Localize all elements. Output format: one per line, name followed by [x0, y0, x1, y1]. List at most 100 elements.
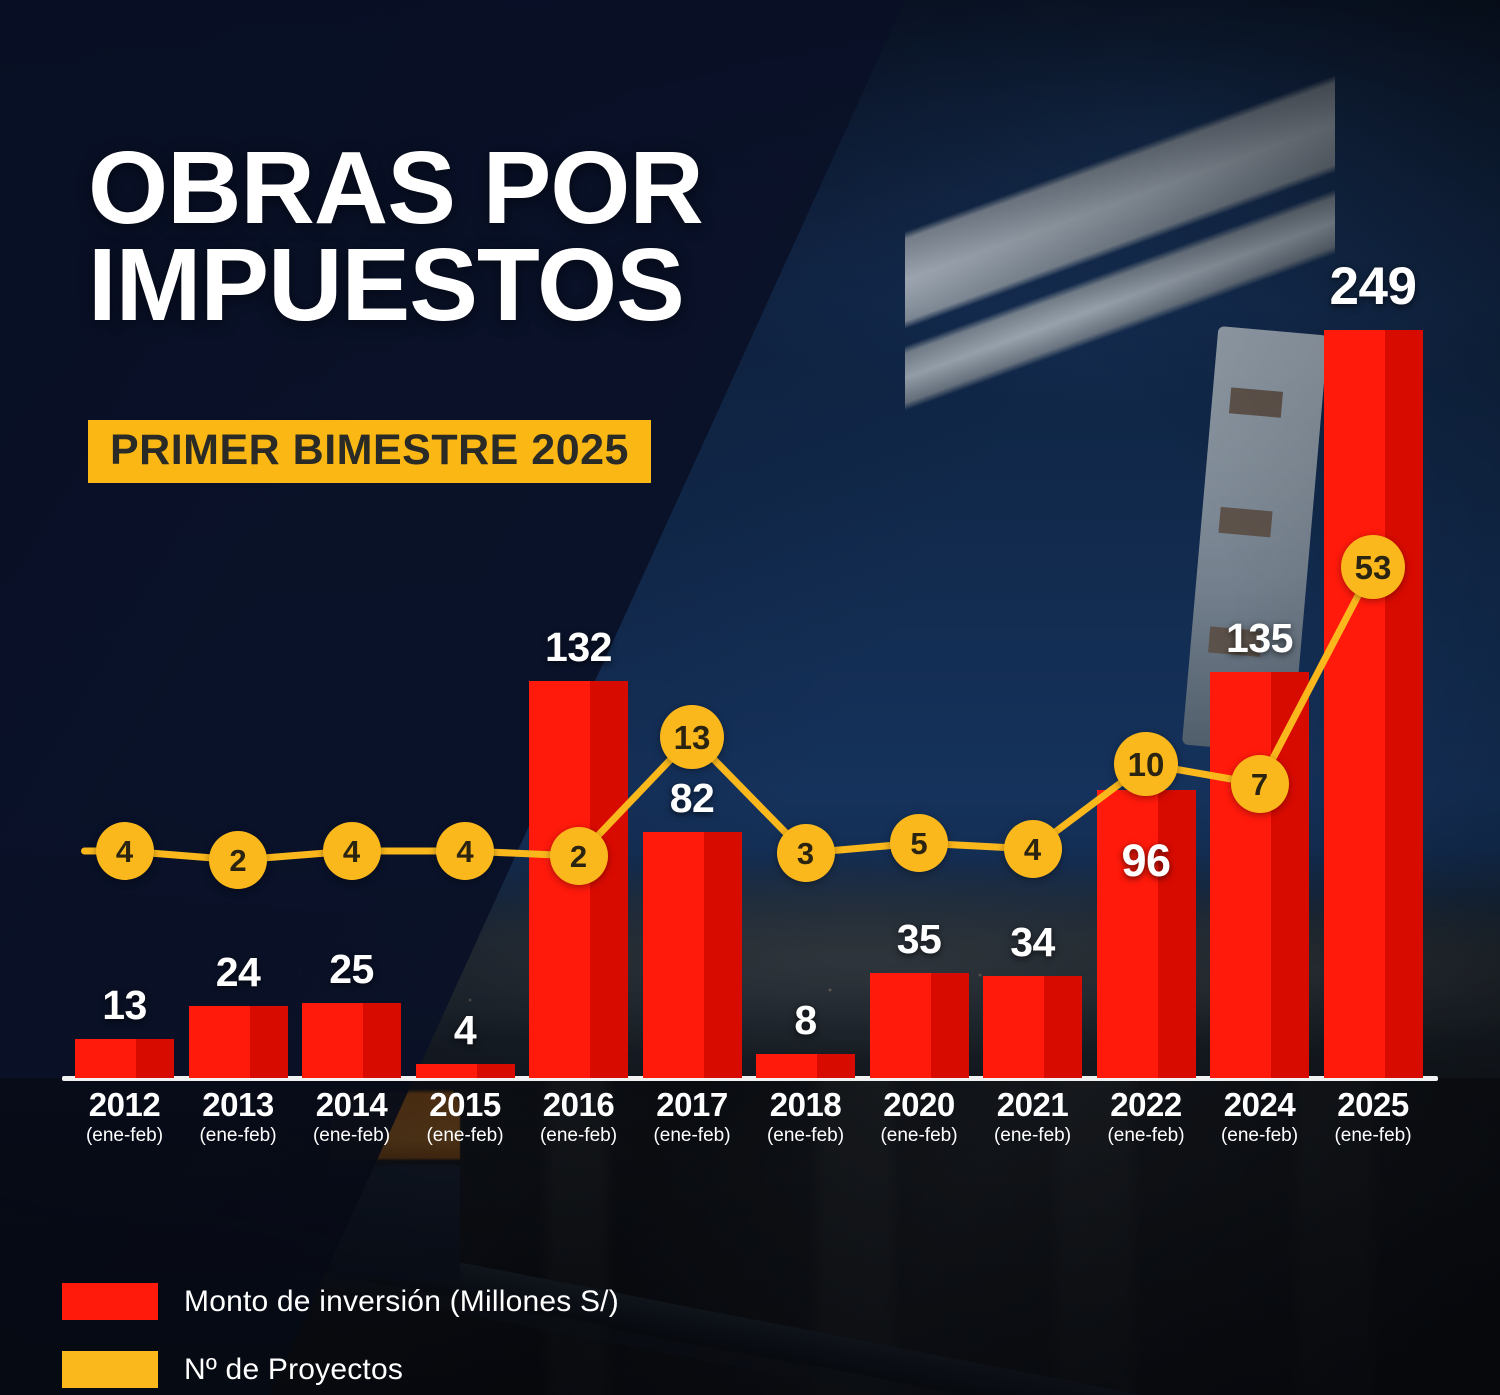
- line-marker-2025: 53: [1341, 535, 1405, 599]
- bar-value-2013: 24: [215, 948, 261, 995]
- x-axis-year: 2021: [996, 1086, 1069, 1123]
- x-axis-period: (ene-feb): [1334, 1125, 1412, 1146]
- x-axis-period: (ene-feb): [426, 1125, 504, 1146]
- chart-legend: Monto de inversión (Millones S/) Nº de Pr…: [62, 1283, 619, 1395]
- x-axis-year: 2016: [542, 1086, 615, 1123]
- bar-value-2016: 132: [545, 624, 612, 671]
- bar-front-face: [1210, 672, 1272, 1078]
- x-axis-period: (ene-feb): [199, 1125, 277, 1146]
- bar-front-face: [1096, 789, 1158, 1078]
- x-axis-label-2020: 2020 (ene-feb): [858, 1088, 981, 1145]
- x-axis-label-2014: 2014 (ene-feb): [290, 1088, 413, 1145]
- x-axis-label-2015: 2015 (ene-feb): [404, 1088, 527, 1145]
- x-axis-year: 2014: [315, 1086, 388, 1123]
- line-marker-2015: 4: [436, 822, 494, 880]
- line-marker-2013: 2: [209, 831, 267, 889]
- bar-2022: [1096, 789, 1196, 1078]
- x-axis-period: (ene-feb): [653, 1125, 731, 1146]
- line-marker-2024: 7: [1230, 755, 1289, 813]
- x-axis-year: 2015: [429, 1086, 501, 1123]
- x-axis-year: 2025: [1337, 1086, 1409, 1123]
- x-axis-label-2017: 2017 (ene-feb): [631, 1088, 754, 1145]
- x-axis-label-2018: 2018 (ene-feb): [744, 1088, 867, 1145]
- projects-trend-line: [121, 563, 1377, 864]
- bar-value-2012: 13: [102, 981, 147, 1028]
- legend-swatch-numero-proyectos: [62, 1351, 158, 1388]
- bar-value-2017: 82: [669, 774, 715, 821]
- bar-2015: [415, 1064, 515, 1078]
- bar-value-2022: 96: [1121, 834, 1171, 886]
- x-axis-label-2024: 2024 (ene-feb): [1198, 1088, 1321, 1145]
- line-marker-2016: 2: [549, 827, 608, 885]
- page-title: OBRAS POR IMPUESTOS: [88, 136, 908, 342]
- bar-2017: [642, 831, 742, 1078]
- bar-value-2021: 34: [1010, 918, 1055, 965]
- bar-side-face: [363, 1002, 401, 1078]
- legend-item-numero-proyectos: Nº de Proyectos: [62, 1351, 619, 1388]
- x-axis-label-2016: 2016 (ene-feb): [517, 1088, 640, 1145]
- chart-baseline-axis: [62, 1076, 1438, 1081]
- x-axis-year: 2022: [1110, 1086, 1182, 1123]
- bar-2014: [302, 1002, 401, 1078]
- x-axis-year: 2012: [88, 1086, 161, 1123]
- bar-value-2025: 249: [1329, 257, 1417, 316]
- line-marker-2021: 4: [1003, 820, 1062, 878]
- x-axis-period: (ene-feb): [880, 1125, 958, 1146]
- bar-front-face: [302, 1002, 364, 1078]
- line-marker-2012: 4: [95, 822, 154, 880]
- x-axis-year: 2018: [769, 1086, 842, 1123]
- x-axis-period: (ene-feb): [539, 1125, 618, 1146]
- subtitle-badge: PRIMER BIMESTRE 2025: [88, 420, 651, 483]
- x-axis-year: 2013: [202, 1086, 274, 1123]
- bar-side-face: [590, 681, 628, 1078]
- x-axis-period: (ene-feb): [312, 1125, 391, 1146]
- legend-label-numero-proyectos: Nº de Proyectos: [184, 1352, 404, 1386]
- bar-2020: [869, 972, 969, 1078]
- line-marker-2014: 4: [322, 822, 381, 880]
- x-axis-label-2012: 2012 (ene-feb): [63, 1088, 186, 1145]
- title-line-1: OBRAS POR: [88, 130, 704, 245]
- bar-value-2020: 35: [896, 915, 942, 962]
- x-axis-label-2021: 2021 (ene-feb): [971, 1088, 1094, 1145]
- bar-front-face: [642, 831, 704, 1078]
- bar-value-2014: 25: [329, 945, 374, 992]
- bar-side-face: [930, 972, 969, 1078]
- x-axis-period: (ene-feb): [993, 1125, 1072, 1146]
- x-axis-label-2025: 2025 (ene-feb): [1312, 1088, 1435, 1145]
- x-axis-period: (ene-feb): [85, 1125, 164, 1146]
- bar-2013: [188, 1005, 288, 1078]
- bar-2025: [1323, 330, 1423, 1078]
- bar-front-face: [983, 975, 1045, 1078]
- bar-side-face: [1157, 789, 1196, 1078]
- bar-side-face: [1384, 330, 1423, 1078]
- bar-side-face: [249, 1005, 288, 1078]
- bar-value-2015: 4: [453, 1007, 477, 1053]
- title-line-2: IMPUESTOS: [88, 226, 685, 342]
- bar-value-2024: 135: [1226, 615, 1293, 662]
- bar-value-2018: 8: [794, 996, 817, 1043]
- x-axis-period: (ene-feb): [1107, 1125, 1185, 1146]
- x-axis-year: 2024: [1223, 1086, 1296, 1123]
- background-bottom-shade: [0, 1078, 1500, 1395]
- x-axis-period: (ene-feb): [766, 1125, 845, 1146]
- line-marker-2020: 5: [890, 814, 948, 872]
- bar-front-face: [869, 972, 931, 1078]
- bar-front-face: [188, 1005, 250, 1078]
- line-marker-2022: 10: [1114, 732, 1178, 796]
- bar-side-face: [136, 1038, 174, 1078]
- legend-label-monto-inversion: Monto de inversión (Millones S/): [184, 1284, 619, 1318]
- legend-swatch-monto-inversion: [62, 1283, 158, 1320]
- bar-2012: [75, 1038, 174, 1078]
- x-axis-label-2013: 2013 (ene-feb): [177, 1088, 300, 1145]
- bar-2021: [983, 975, 1082, 1078]
- bar-front-face: [756, 1053, 818, 1078]
- bar-side-face: [1044, 975, 1082, 1078]
- line-marker-2018: 3: [776, 824, 835, 882]
- x-axis-year: 2020: [883, 1086, 955, 1123]
- bar-side-face: [1271, 672, 1309, 1078]
- bar-front-face: [415, 1064, 477, 1078]
- bar-side-face: [703, 831, 742, 1078]
